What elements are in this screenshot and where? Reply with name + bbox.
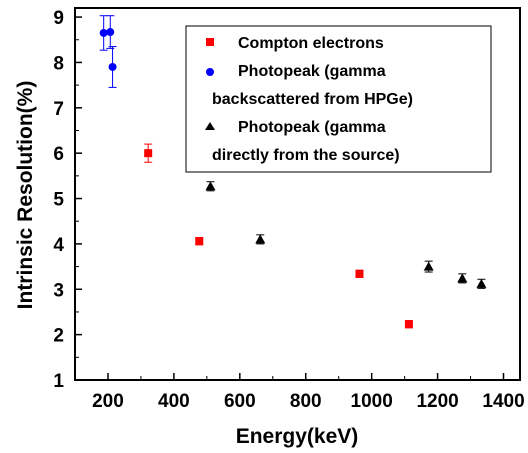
data-point-square: [355, 269, 364, 278]
data-points: [99, 15, 487, 329]
legend: Compton electrons Photopeak (gamma backs…: [185, 25, 492, 173]
triangle-marker: [205, 181, 216, 191]
y-tick-label: 5: [53, 190, 64, 211]
data-point-triangle: [457, 273, 468, 284]
circle-marker: [106, 28, 115, 37]
legend-label-photopeak-source-line1: Photopeak (gamma: [238, 119, 386, 136]
data-point-triangle: [255, 234, 266, 245]
square-marker: [195, 237, 204, 246]
data-point-triangle: [205, 181, 216, 192]
y-tick-label: 2: [53, 326, 64, 347]
circle-marker: [108, 62, 117, 71]
tick-labels: 200 400 600 800 1000 1200 1400 1 2 3 4 5 6 7 8 9: [53, 8, 524, 412]
x-tick-label: 1000: [351, 391, 393, 412]
data-point-circle: [108, 46, 117, 88]
x-axis-title: Energy(keV): [236, 425, 359, 448]
x-tick-label: 800: [290, 391, 322, 412]
legend-label-photopeak-hpge-line1: Photopeak (gamma: [238, 63, 386, 80]
y-tick-label: 9: [53, 8, 64, 29]
square-marker: [404, 320, 413, 329]
legend-label-photopeak-source-line2: directly from the source): [212, 147, 400, 164]
data-point-square: [144, 143, 153, 163]
triangle-marker: [476, 278, 487, 288]
data-point-triangle: [476, 278, 487, 289]
square-marker: [355, 269, 364, 278]
y-tick-label: 6: [53, 144, 64, 165]
y-tick-label: 4: [53, 235, 64, 256]
x-tick-label: 200: [92, 391, 124, 412]
legend-label-photopeak-hpge-line2: backscattered from HPGe): [212, 91, 413, 108]
x-tick-label: 1400: [482, 391, 524, 412]
legend-box: [185, 25, 492, 173]
legend-label-compton: Compton electrons: [238, 35, 384, 52]
x-tick-label: 600: [224, 391, 256, 412]
triangle-marker: [457, 273, 468, 283]
y-tick-label: 7: [53, 99, 64, 120]
y-axis-title: Intrinsic Resolution(%): [14, 81, 37, 310]
data-point-triangle: [423, 260, 434, 273]
triangle-marker: [255, 234, 266, 244]
axis-ticks: [75, 16, 505, 381]
square-marker: [144, 149, 153, 158]
data-point-square: [404, 320, 413, 329]
y-tick-label: 3: [53, 280, 64, 301]
legend-marker-photopeak-source: [205, 122, 215, 130]
circle-marker: [99, 28, 108, 37]
y-tick-label: 8: [53, 53, 64, 74]
x-tick-label: 1200: [416, 391, 458, 412]
plot-frame: [74, 7, 521, 381]
data-point-circle: [106, 15, 115, 49]
legend-marker-compton: [206, 38, 214, 46]
legend-marker-photopeak-hpge: [206, 68, 214, 76]
y-tick-label: 1: [53, 371, 64, 392]
data-point-square: [195, 237, 204, 246]
x-tick-label: 400: [158, 391, 190, 412]
triangle-marker: [423, 261, 434, 271]
